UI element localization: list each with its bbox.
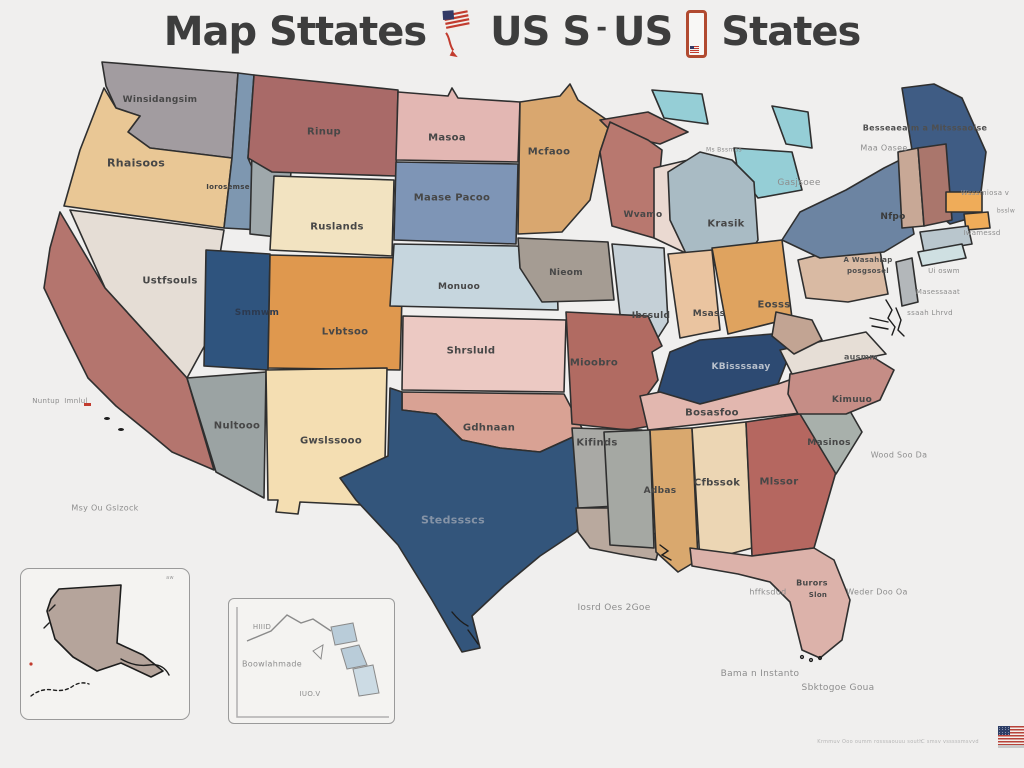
- state-michigan: [667, 151, 759, 269]
- state-illinois: [611, 243, 669, 351]
- alaska-inset: [20, 568, 190, 720]
- banner-box-icon: [686, 10, 708, 58]
- state-utah: [203, 249, 271, 371]
- state-new-york: [781, 159, 915, 259]
- state-virginia: [779, 331, 887, 375]
- chesapeake-scribble-1: [885, 299, 896, 336]
- state-iowa: [517, 237, 615, 303]
- title-part-2: US S: [490, 9, 591, 55]
- chesapeake-scribble-2: [895, 307, 905, 337]
- mini-flag-icon: [690, 46, 700, 53]
- state-north-dakota: [395, 87, 521, 163]
- florida-keys-dot-2: [808, 657, 814, 663]
- state-minnesota: [517, 83, 611, 235]
- state-new-jersey: [895, 257, 919, 307]
- state-california: [43, 211, 215, 471]
- state-alabama-strip: [649, 427, 699, 573]
- lake-superior: [651, 89, 709, 125]
- alaska-shape: [29, 584, 170, 697]
- florida-keys-dot-1: [799, 654, 805, 660]
- state-colorado: [267, 254, 404, 371]
- title-part-3: US: [613, 9, 673, 55]
- coast-island-dot-2: [118, 428, 124, 431]
- state-texas: [339, 387, 593, 653]
- maryland-hatch: [869, 317, 889, 330]
- state-massachusetts: [945, 191, 983, 213]
- state-mississippi: [603, 429, 655, 549]
- state-indiana: [667, 249, 721, 339]
- state-nevada: [69, 209, 225, 379]
- red-tick-mark: [84, 403, 91, 406]
- state-south-dakota: [393, 161, 519, 245]
- coast-inset-shapes: [236, 607, 389, 718]
- state-missouri: [565, 311, 663, 431]
- florida-keys-dot-3: [817, 655, 823, 661]
- title-part-4: States: [721, 9, 861, 55]
- state-wyoming: [269, 175, 395, 257]
- state-new-hampshire: [917, 143, 953, 227]
- page-title: Map Sttates US S - US States: [0, 6, 1024, 58]
- state-oregon: [63, 87, 233, 229]
- long-island-strip: [917, 243, 967, 267]
- coast-inset: [228, 598, 395, 724]
- state-wisconsin: [599, 121, 663, 239]
- state-montana: [247, 74, 399, 177]
- coast-island-dot-1: [104, 417, 110, 420]
- texas-coast-scribble: [451, 611, 479, 645]
- state-west-virginia: [771, 311, 823, 355]
- us-flag-icon: [442, 7, 470, 58]
- gulf-delta-scribble: [659, 544, 672, 561]
- us-flag-corner: [998, 726, 1024, 745]
- title-part-1: Map Sttates: [163, 9, 427, 55]
- state-rhode-island: [963, 211, 991, 231]
- title-dash: -: [596, 13, 607, 43]
- lake-huron: [771, 105, 813, 149]
- state-kansas: [401, 315, 567, 393]
- state-arizona: [186, 371, 267, 499]
- state-florida: [689, 547, 851, 659]
- state-alabama: [691, 421, 753, 563]
